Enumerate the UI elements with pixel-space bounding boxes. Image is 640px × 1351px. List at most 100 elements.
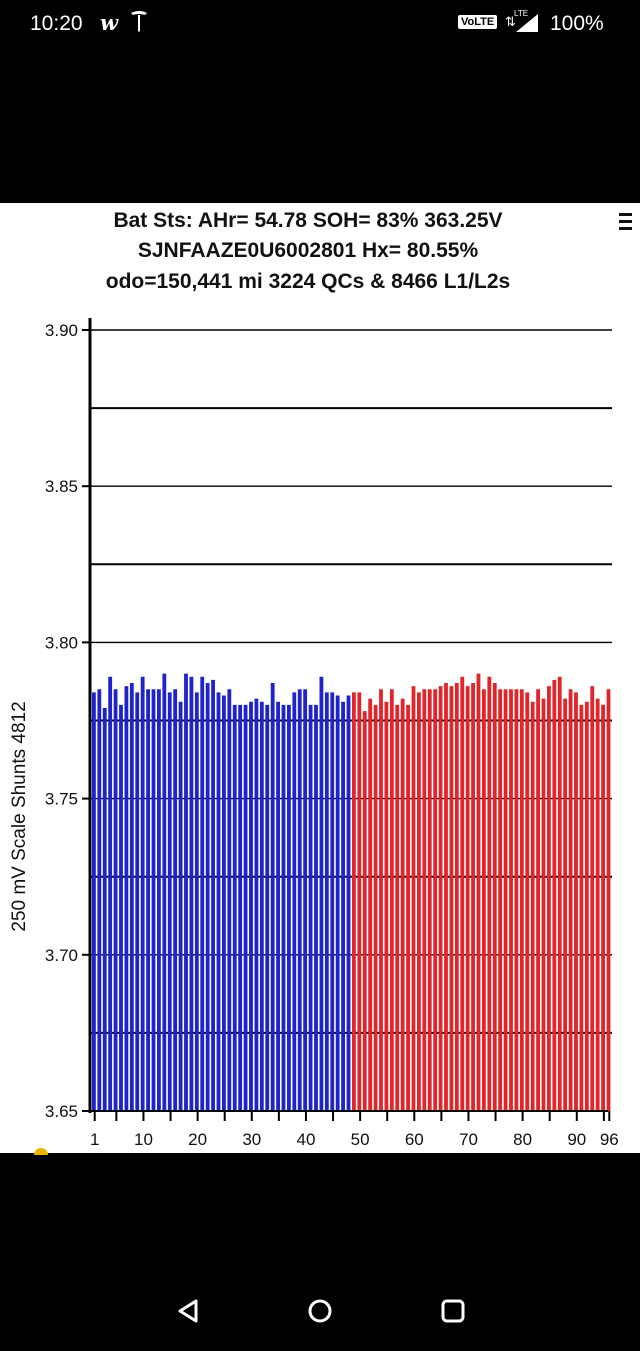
recents-icon[interactable] — [440, 1298, 466, 1329]
x-tick-label: 70 — [459, 1130, 478, 1149]
lte-label: LTE — [514, 9, 529, 18]
volte-badge: VoLTE — [458, 15, 498, 29]
bar-cell-27 — [232, 704, 237, 1111]
bar-cell-88 — [563, 698, 568, 1111]
battery-status-line: Bat Sts: AHr= 54.78 SOH= 83% 363.25V — [113, 209, 503, 232]
bar-cell-48 — [346, 695, 351, 1111]
back-icon[interactable] — [176, 1298, 202, 1329]
x-tick-label: 20 — [188, 1130, 207, 1149]
odometer-line: odo=150,441 mi 3224 QCs & 8466 L1/L2s — [105, 270, 511, 293]
bar-cell-75 — [492, 683, 497, 1111]
chart-app: Bat Sts: AHr= 54.78 SOH= 83% 363.25V SJN… — [0, 203, 640, 1153]
bar-cell-35 — [276, 701, 280, 1111]
bar-cell-11 — [146, 689, 150, 1111]
bar-cell-7 — [124, 686, 129, 1111]
bar-cell-26 — [227, 689, 232, 1111]
bar-cell-17 — [178, 701, 183, 1111]
bar-cell-77 — [503, 689, 508, 1111]
x-tick-label: 10 — [134, 1130, 153, 1149]
bar-cell-33 — [265, 704, 270, 1111]
wifi-calling-icon: w — [100, 10, 119, 35]
bar-cell-86 — [552, 679, 557, 1111]
bar-cell-59 — [406, 704, 410, 1111]
bar-cell-56 — [389, 689, 394, 1111]
navigation-bar — [0, 1260, 640, 1351]
y-tick-label: 3.85 — [45, 477, 78, 496]
bar-cell-21 — [200, 676, 205, 1111]
bar-cell-52 — [368, 698, 373, 1111]
bar-cell-49 — [352, 692, 356, 1111]
bar-cell-45 — [330, 692, 335, 1111]
x-tick-label: 40 — [296, 1130, 315, 1149]
battery-percent: 100% — [550, 12, 604, 35]
bar-cell-58 — [400, 698, 405, 1111]
bar-cell-2 — [97, 689, 102, 1111]
bar-cell-13 — [157, 689, 161, 1111]
bar-cell-43 — [319, 676, 324, 1111]
bar-cell-73 — [482, 689, 486, 1111]
status-time: 10:20 — [30, 12, 83, 35]
bar-cell-93 — [590, 686, 595, 1111]
bar-cell-29 — [243, 704, 248, 1111]
bar-cell-23 — [211, 679, 215, 1111]
bar-cell-87 — [557, 676, 562, 1111]
bar-cell-25 — [222, 695, 226, 1111]
bar-cell-91 — [579, 704, 584, 1111]
bar-cell-12 — [151, 689, 156, 1111]
bar-cell-79 — [514, 689, 519, 1111]
x-tick-label: 30 — [242, 1130, 261, 1149]
bar-cell-19 — [189, 676, 194, 1111]
cell-voltage-chart: 3.65 3.70 3.75 3.80 3.85 3.90 1 10 20 30 40 50 60 70 8… — [9, 318, 619, 1149]
bar-cell-47 — [341, 701, 345, 1111]
y-axis-label: 250 mV Scale Shunts 4812 — [9, 701, 30, 931]
x-tick-label: 50 — [351, 1130, 370, 1149]
bar-cell-44 — [324, 692, 329, 1111]
bar-cell-15 — [167, 692, 172, 1111]
bar-cell-14 — [162, 673, 167, 1111]
bar-cell-66 — [444, 683, 448, 1111]
bar-cell-81 — [525, 692, 530, 1111]
bar-cell-6 — [119, 704, 123, 1111]
bar-cell-92 — [584, 701, 589, 1111]
bar-cell-1 — [92, 692, 96, 1111]
bar-cell-28 — [238, 704, 243, 1111]
home-icon[interactable] — [307, 1298, 333, 1329]
bar-cell-40 — [303, 689, 308, 1111]
bar-cell-74 — [487, 676, 492, 1111]
y-tick-label: 3.75 — [45, 790, 78, 809]
bar-cell-80 — [519, 689, 524, 1111]
bar-cell-57 — [395, 704, 400, 1111]
signal-icon — [516, 14, 538, 37]
bar-cell-38 — [292, 692, 297, 1111]
tesla-icon — [130, 10, 148, 37]
bar-cell-70 — [465, 686, 470, 1111]
bar-cell-78 — [509, 689, 513, 1111]
bar-cell-71 — [471, 683, 475, 1111]
bar-cell-76 — [498, 689, 503, 1111]
y-tick-label: 3.65 — [45, 1102, 78, 1121]
bar-cell-42 — [314, 704, 318, 1111]
bar-cell-20 — [194, 692, 199, 1111]
status-bar: 10:20 w VoLTE LTE ⇅ 100% — [0, 0, 640, 48]
menu-icon[interactable] — [619, 213, 632, 233]
y-tick-label: 3.90 — [45, 321, 78, 340]
x-tick-label: 96 — [600, 1130, 619, 1149]
bar-cell-39 — [297, 689, 302, 1111]
bar-cell-69 — [460, 676, 465, 1111]
bar-cell-63 — [427, 689, 432, 1111]
bar-cell-30 — [249, 701, 253, 1111]
bar-cell-32 — [259, 701, 264, 1111]
bar-cell-31 — [254, 698, 259, 1111]
bar-cell-84 — [541, 698, 546, 1111]
data-arrows-icon: ⇅ — [505, 14, 516, 29]
bar-cell-83 — [536, 689, 540, 1111]
x-tick-label: 1 — [90, 1130, 99, 1149]
bar-cell-53 — [373, 704, 378, 1111]
bar-cell-72 — [476, 673, 481, 1111]
bar-cell-64 — [433, 689, 438, 1111]
bar-cell-10 — [140, 676, 145, 1111]
bar-cell-54 — [379, 689, 383, 1111]
bar-cell-89 — [568, 689, 573, 1111]
bar-cell-55 — [384, 701, 389, 1111]
x-tick-label: 80 — [513, 1130, 532, 1149]
